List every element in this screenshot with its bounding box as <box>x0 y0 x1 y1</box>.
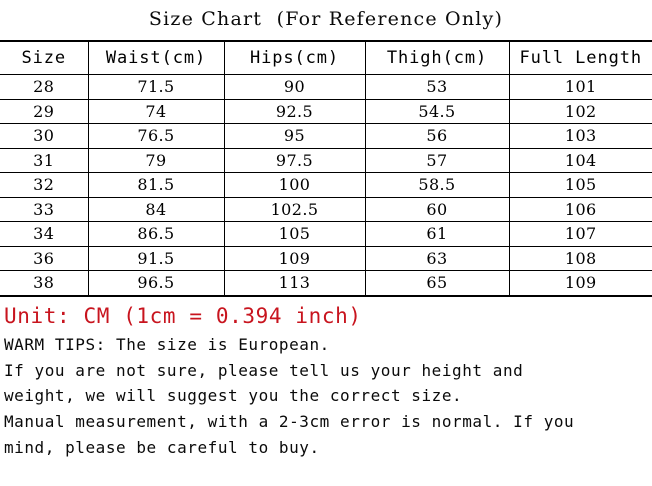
cell-waist: 71.5 <box>88 74 225 100</box>
cell-thigh: 57 <box>365 148 510 173</box>
size-chart-table: Size Waist(cm) Hips(cm) Thigh(cm) Full L… <box>0 40 652 297</box>
cell-full-length: 107 <box>509 221 652 247</box>
cell-thigh: 54.5 <box>365 99 510 124</box>
table-row: 30 76.5 95 56 103 <box>0 123 652 149</box>
cell-hips: 90 <box>224 74 366 100</box>
cell-hips: 105 <box>224 221 366 247</box>
chart-title-bar: Size Chart (For Reference Only) <box>0 0 652 40</box>
table-row: 32 81.5 100 58.5 105 <box>0 172 652 198</box>
cell-full-length: 106 <box>509 197 652 222</box>
table-row: 38 96.5 113 65 109 <box>0 270 652 296</box>
column-header-thigh: Thigh(cm) <box>365 41 510 75</box>
cell-full-length: 104 <box>509 148 652 173</box>
unit-conversion-note: Unit: CM (1cm = 0.394 inch) <box>4 303 362 328</box>
cell-waist: 86.5 <box>88 221 225 247</box>
table-row: 28 71.5 90 53 101 <box>0 74 652 100</box>
cell-thigh: 60 <box>365 197 510 222</box>
cell-thigh: 63 <box>365 246 510 271</box>
cell-size: 28 <box>0 74 89 100</box>
cell-hips: 113 <box>224 270 366 296</box>
cell-size: 29 <box>0 99 89 124</box>
cell-hips: 97.5 <box>224 148 366 173</box>
cell-thigh: 58.5 <box>365 172 510 198</box>
cell-hips: 95 <box>224 123 366 149</box>
table-body: 28 71.5 90 53 101 29 74 92.5 54.5 102 30… <box>0 74 652 296</box>
cell-full-length: 108 <box>509 246 652 271</box>
warm-tips-line: WARM TIPS: The size is European. <box>4 334 330 354</box>
cell-waist: 81.5 <box>88 172 225 198</box>
cell-hips: 100 <box>224 172 366 198</box>
column-header-hips: Hips(cm) <box>224 41 366 75</box>
cell-waist: 74 <box>88 99 225 124</box>
column-header-full-length: Full Length <box>509 41 652 75</box>
notes-section: Unit: CM (1cm = 0.394 inch) WARM TIPS: T… <box>0 304 652 462</box>
cell-waist: 96.5 <box>88 270 225 296</box>
table-row: 31 79 97.5 57 104 <box>0 148 652 173</box>
cell-size: 38 <box>0 270 89 296</box>
warm-tips-line: weight, we will suggest you the correct … <box>4 386 463 406</box>
column-header-size: Size <box>0 41 89 75</box>
cell-size: 32 <box>0 172 89 198</box>
cell-full-length: 102 <box>509 99 652 124</box>
cell-hips: 102.5 <box>224 197 366 222</box>
cell-thigh: 53 <box>365 74 510 100</box>
cell-size: 33 <box>0 197 89 222</box>
cell-size: 30 <box>0 123 89 149</box>
cell-full-length: 103 <box>509 123 652 149</box>
cell-size: 31 <box>0 148 89 173</box>
column-header-waist: Waist(cm) <box>88 41 225 75</box>
cell-waist: 84 <box>88 197 225 222</box>
cell-thigh: 56 <box>365 123 510 149</box>
cell-full-length: 105 <box>509 172 652 198</box>
cell-waist: 91.5 <box>88 246 225 271</box>
table-header-row: Size Waist(cm) Hips(cm) Thigh(cm) Full L… <box>0 41 652 75</box>
cell-waist: 76.5 <box>88 123 225 149</box>
warm-tips-line: mind, please be careful to buy. <box>4 438 320 458</box>
warm-tips-line: Manual measurement, with a 2-3cm error i… <box>4 412 575 432</box>
table-row: 36 91.5 109 63 108 <box>0 246 652 271</box>
cell-hips: 92.5 <box>224 99 366 124</box>
cell-thigh: 61 <box>365 221 510 247</box>
warm-tips-line: If you are not sure, please tell us your… <box>4 360 524 380</box>
table-row: 33 84 102.5 60 106 <box>0 197 652 222</box>
page-title: Size Chart (For Reference Only) <box>148 8 504 30</box>
table-row: 29 74 92.5 54.5 102 <box>0 99 652 124</box>
cell-full-length: 101 <box>509 74 652 100</box>
cell-thigh: 65 <box>365 270 510 296</box>
table-row: 34 86.5 105 61 107 <box>0 221 652 247</box>
cell-size: 34 <box>0 221 89 247</box>
cell-size: 36 <box>0 246 89 271</box>
table-header: Size Waist(cm) Hips(cm) Thigh(cm) Full L… <box>0 41 652 75</box>
cell-hips: 109 <box>224 246 366 271</box>
cell-waist: 79 <box>88 148 225 173</box>
cell-full-length: 109 <box>564 273 597 293</box>
